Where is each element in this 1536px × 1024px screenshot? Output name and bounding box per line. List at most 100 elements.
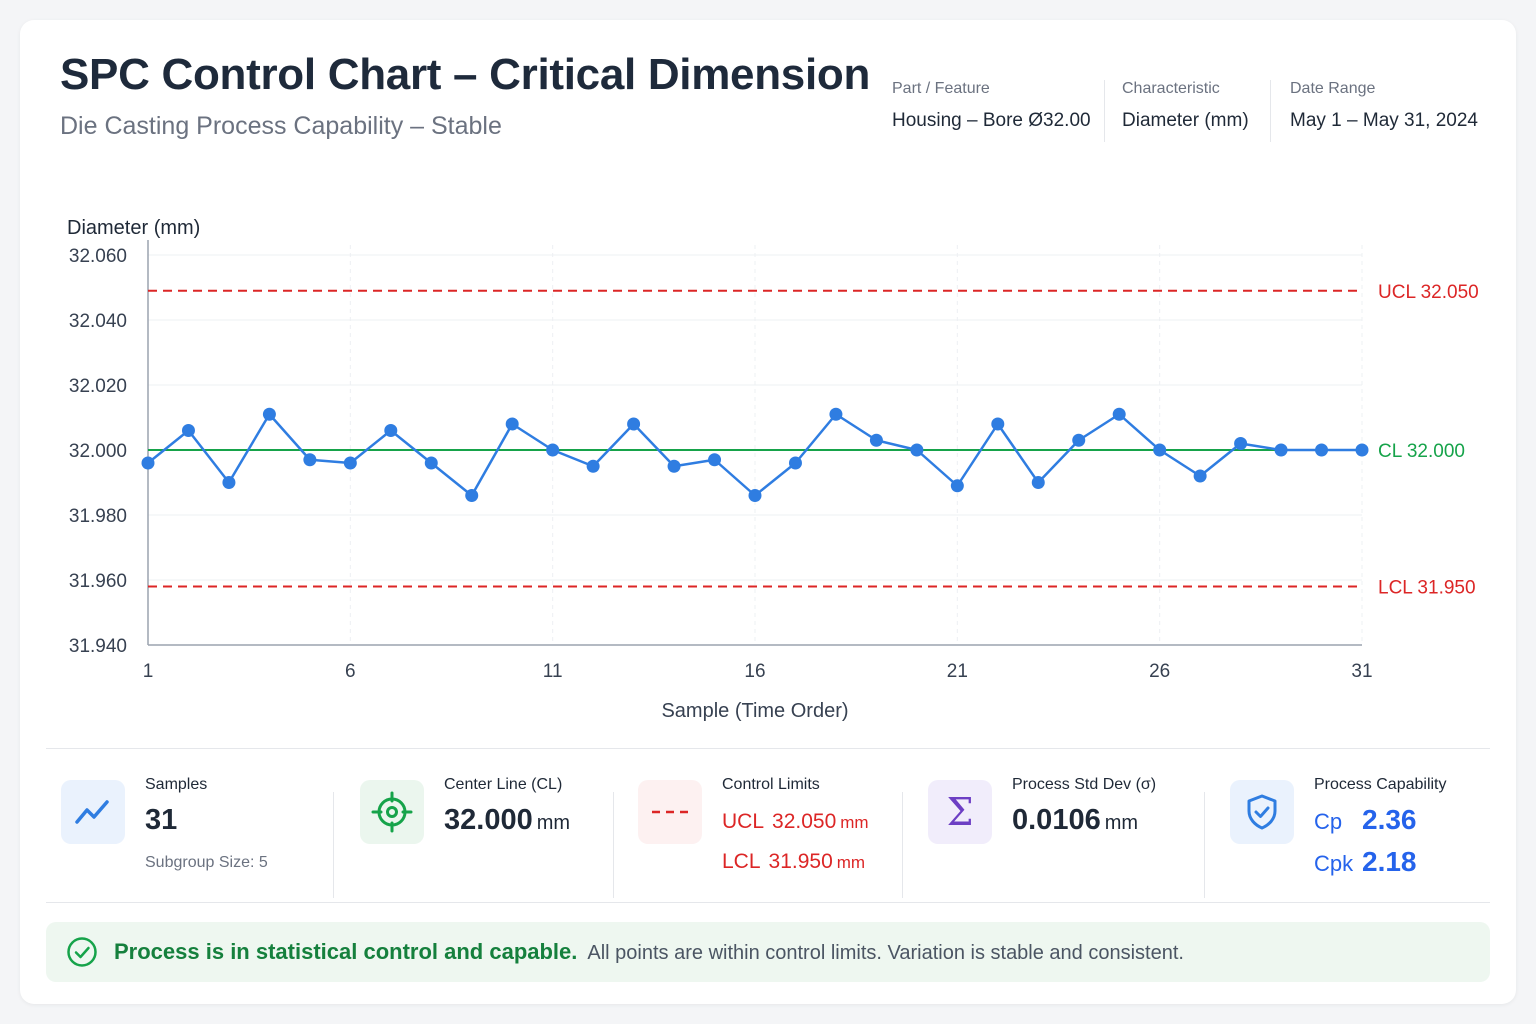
meta-label: Part / Feature: [892, 80, 990, 97]
y-tick-label: 31.960: [69, 571, 127, 592]
meta-divider: [1270, 80, 1271, 142]
data-point: [303, 453, 317, 467]
sigma-icon: Σ: [928, 780, 992, 844]
status-banner: Process is in statistical control and ca…: [46, 922, 1490, 982]
stat-label: Process Capability: [1314, 776, 1447, 793]
page-subtitle: Die Casting Process Capability – Stable: [60, 112, 502, 140]
unit-label: mm: [1104, 812, 1139, 834]
data-point: [991, 417, 1005, 431]
status-headline: Process is in statistical control and ca…: [114, 939, 578, 964]
ucl-line: UCL 32.050 mm: [722, 810, 869, 834]
dashed-line-icon: [638, 780, 702, 844]
stat-divider: [902, 792, 903, 898]
section-divider: [46, 748, 1490, 749]
meta-value: May 1 – May 31, 2024: [1290, 110, 1478, 131]
meta-value: Housing – Bore Ø32.00: [892, 110, 1091, 131]
meta-divider: [1104, 80, 1105, 142]
data-point: [627, 417, 641, 431]
page-title: SPC Control Chart – Critical Dimension: [60, 50, 871, 99]
data-point: [1315, 443, 1329, 457]
data-point: [1355, 443, 1369, 457]
lcl-tag: LCL: [722, 850, 761, 873]
lcl-value: 31.950: [768, 850, 833, 873]
section-divider: [46, 902, 1490, 903]
meta-characteristic: Characteristic Diameter (mm): [1122, 80, 1249, 132]
data-point: [424, 456, 438, 470]
center-line-value: 32.000: [444, 804, 533, 836]
y-tick-label: 31.940: [69, 636, 127, 657]
stat-label: Center Line (CL): [444, 776, 563, 793]
data-point: [505, 417, 519, 431]
cp-tag: Cp: [1314, 809, 1343, 834]
data-point: [1234, 437, 1248, 450]
stat-value: 0.0106 mm: [1012, 804, 1138, 837]
stat-label: Control Limits: [722, 776, 820, 793]
stat-std-dev: Σ Process Std Dev (σ) 0.0106 mm: [928, 772, 1188, 892]
x-tick-label: 26: [1149, 661, 1170, 682]
data-point: [788, 456, 802, 470]
data-point: [343, 456, 357, 470]
control-chart-svg: 32.060 32.040 32.020 32.000 31.980 31.960 31.9…: [67, 217, 1479, 722]
center-line-label: CL 32.000: [1378, 441, 1465, 462]
meta-part-feature: Part / Feature Housing – Bore Ø32.00: [892, 80, 1091, 132]
meta-label: Characteristic: [1122, 80, 1220, 97]
ucl-tag: UCL: [722, 810, 765, 833]
subgroup-size-note: Subgroup Size: 5: [145, 854, 268, 871]
y-axis-title: Diameter (mm): [67, 217, 200, 239]
stat-capability: Process Capability Cp 2.36 Cpk 2.18: [1230, 772, 1490, 892]
x-tick-label: 16: [744, 661, 765, 682]
data-point: [708, 453, 722, 467]
status-text: Process is in statistical control and ca…: [114, 939, 1184, 965]
stat-divider: [1204, 792, 1205, 898]
x-tick-label: 31: [1351, 661, 1372, 682]
stat-value: 32.000 mm: [444, 804, 570, 837]
cpk-line: Cpk 2.18: [1314, 846, 1417, 878]
x-tick-label: 6: [345, 661, 356, 682]
data-point: [910, 443, 924, 457]
lcl-label: LCL 31.950: [1378, 578, 1476, 599]
data-point: [1112, 407, 1126, 421]
meta-label: Date Range: [1290, 80, 1376, 97]
data-point: [748, 489, 762, 502]
data-point: [1072, 433, 1086, 447]
stat-divider: [333, 792, 334, 898]
data-point: [222, 476, 236, 489]
y-tick-label: 32.000: [69, 441, 127, 462]
x-axis-title: Sample (Time Order): [661, 700, 848, 722]
data-point: [384, 424, 398, 437]
y-tick-label: 32.020: [69, 376, 127, 397]
shield-check-icon: [1230, 780, 1294, 844]
data-point: [586, 459, 600, 473]
y-tick-label: 32.060: [69, 246, 127, 267]
ucl-label: UCL 32.050: [1378, 282, 1479, 303]
std-dev-value: 0.0106: [1012, 804, 1101, 836]
check-circle-icon: [67, 937, 97, 967]
target-icon: [360, 780, 424, 844]
data-point: [546, 443, 560, 457]
y-tick-label: 31.980: [69, 506, 127, 527]
unit-label: mm: [840, 813, 869, 832]
y-tick-label: 32.040: [69, 311, 127, 332]
unit-label: mm: [536, 812, 571, 834]
stat-center-line: Center Line (CL) 32.000 mm: [360, 772, 610, 892]
data-point: [667, 459, 681, 473]
data-point: [1274, 443, 1288, 457]
meta-date-range: Date Range May 1 – May 31, 2024: [1290, 80, 1478, 132]
data-point: [950, 479, 964, 493]
data-point: [829, 407, 843, 421]
spc-card: SPC Control Chart – Critical Dimension D…: [20, 20, 1516, 1004]
x-tick-label: 11: [543, 661, 563, 682]
stat-label: Samples: [145, 776, 208, 793]
data-point: [465, 489, 479, 502]
data-point: [869, 433, 883, 447]
stat-samples: Samples 31 Subgroup Size: 5: [61, 772, 321, 892]
cp-line: Cp 2.36: [1314, 804, 1417, 836]
stat-value: 31: [145, 804, 177, 837]
trend-line-icon: [61, 780, 125, 844]
meta-value: Diameter (mm): [1122, 110, 1249, 131]
samples-count: 31: [145, 804, 178, 836]
cp-value: 2.36: [1362, 804, 1417, 835]
data-point: [1153, 443, 1167, 457]
data-point: [181, 424, 195, 437]
lcl-line: LCL 31.950 mm: [722, 850, 865, 874]
